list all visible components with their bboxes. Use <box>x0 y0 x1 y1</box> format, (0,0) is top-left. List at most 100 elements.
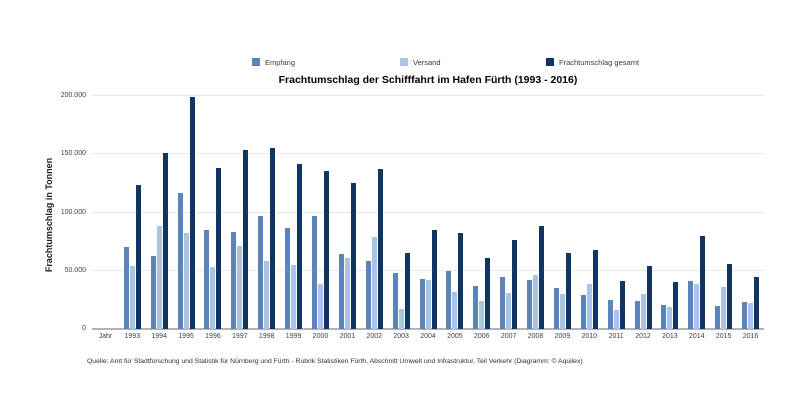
y-tick-label: 150.000 <box>60 150 86 158</box>
bar-frachtumschlag-gesamt-2007 <box>512 240 518 329</box>
bar-empfang-2006 <box>473 285 479 329</box>
x-tick-label-2011: 2011 <box>608 333 624 340</box>
bar-empfang-1997 <box>231 232 237 329</box>
x-axis-label-jahr: Jahr <box>98 333 113 340</box>
bar-empfang-2008 <box>527 280 533 329</box>
x-tick-label-1994: 1994 <box>151 333 167 340</box>
bar-empfang-2010 <box>580 295 586 329</box>
bar-frachtumschlag-gesamt-2014 <box>700 235 706 329</box>
bar-empfang-1993 <box>123 247 129 329</box>
bar-empfang-2015 <box>715 305 721 329</box>
chart-title: Frachtumschlag der Schifffahrt im Hafen … <box>278 74 578 86</box>
bar-frachtumschlag-gesamt-2001 <box>350 183 356 329</box>
bar-frachtumschlag-gesamt-1996 <box>216 168 222 329</box>
legend-item-gesamt: Frachtumschlag gesamt <box>546 56 639 68</box>
bar-frachtumschlag-gesamt-2015 <box>727 263 733 329</box>
bar-frachtumschlag-gesamt-2005 <box>458 233 464 329</box>
bar-versand-2016 <box>748 303 754 329</box>
bar-versand-2007 <box>506 292 512 329</box>
bar-frachtumschlag-gesamt-2009 <box>565 253 571 329</box>
legend-label-gesamt: Frachtumschlag gesamt <box>559 57 640 67</box>
bar-versand-2003 <box>398 309 404 329</box>
bar-versand-2002 <box>371 236 377 329</box>
bar-versand-2004 <box>425 280 431 329</box>
bar-empfang-1998 <box>258 216 264 329</box>
bar-versand-2015 <box>721 287 727 329</box>
bar-versand-2005 <box>452 291 458 329</box>
bar-versand-1996 <box>210 267 216 329</box>
x-tick-label-2006: 2006 <box>473 333 490 340</box>
bar-empfang-2009 <box>553 288 559 329</box>
bar-versand-1994 <box>156 226 162 329</box>
legend-item-versand: Versand <box>400 56 441 68</box>
legend-swatch-gesamt-icon <box>546 58 554 66</box>
x-tick-label-2013: 2013 <box>662 333 678 340</box>
y-tick-label: 0 <box>82 325 86 332</box>
legend-label-versand: Versand <box>413 57 441 67</box>
bar-versand-2011 <box>613 310 619 329</box>
bar-empfang-2016 <box>742 302 748 329</box>
y-tick-label: 100.000 <box>60 208 86 216</box>
bar-versand-1993 <box>129 266 135 329</box>
bar-versand-2006 <box>479 301 485 329</box>
x-tick-label-1997: 1997 <box>232 333 248 340</box>
bar-versand-2009 <box>559 294 565 329</box>
bar-versand-2001 <box>344 257 350 329</box>
x-tick-label-2002: 2002 <box>366 333 383 340</box>
bar-frachtumschlag-gesamt-2002 <box>377 169 383 329</box>
bar-versand-1998 <box>264 261 270 329</box>
bar-empfang-2011 <box>607 299 613 329</box>
bar-empfang-2003 <box>392 273 398 329</box>
legend-item-empfang: Empfang <box>252 56 295 68</box>
bar-frachtumschlag-gesamt-2006 <box>485 257 491 329</box>
x-tick-label-2005: 2005 <box>447 333 463 340</box>
bar-frachtumschlag-gesamt-1993 <box>135 184 141 329</box>
source-caption: Quelle: Amt für Stadtforschung und Stati… <box>87 358 583 365</box>
bar-versand-2013 <box>667 306 673 329</box>
bar-versand-1997 <box>237 246 243 329</box>
bar-frachtumschlag-gesamt-2003 <box>404 253 410 329</box>
bar-empfang-2007 <box>500 276 506 329</box>
bar-frachtumschlag-gesamt-1994 <box>162 153 168 329</box>
x-tick-label-1999: 1999 <box>285 333 302 340</box>
y-tick-label: 50.000 <box>64 266 86 274</box>
bar-frachtumschlag-gesamt-2010 <box>592 249 598 329</box>
x-tick-label-2015: 2015 <box>715 333 732 340</box>
x-tick-label-1998: 1998 <box>258 333 275 340</box>
gridline <box>92 153 764 155</box>
x-tick-label-2010: 2010 <box>581 333 598 340</box>
bar-empfang-1994 <box>150 255 156 329</box>
bar-versand-2014 <box>694 283 700 329</box>
legend-label-empfang: Empfang <box>265 57 296 67</box>
bar-empfang-2002 <box>365 261 371 329</box>
bar-frachtumschlag-gesamt-1995 <box>189 97 195 329</box>
bar-empfang-2012 <box>634 301 640 329</box>
bar-empfang-2004 <box>419 278 425 329</box>
x-tick-label-2000: 2000 <box>312 333 329 340</box>
x-tick-label-2009: 2009 <box>554 333 571 340</box>
bar-empfang-1999 <box>285 227 291 329</box>
bar-frachtumschlag-gesamt-2013 <box>673 282 679 329</box>
x-tick-label-2016: 2016 <box>742 333 759 340</box>
gridline <box>92 95 764 96</box>
bar-frachtumschlag-gesamt-1999 <box>297 163 303 329</box>
bar-empfang-2005 <box>446 270 452 329</box>
bar-versand-2000 <box>317 283 323 329</box>
gridline <box>92 211 764 213</box>
bar-empfang-2000 <box>311 216 317 329</box>
y-tick-label: 200.000 <box>60 92 86 99</box>
x-tick-label-2012: 2012 <box>635 333 651 340</box>
x-tick-label-2014: 2014 <box>689 333 705 340</box>
bar-versand-1999 <box>291 264 297 329</box>
bar-empfang-1995 <box>177 192 183 329</box>
bar-empfang-2013 <box>661 304 667 329</box>
x-tick-label-2003: 2003 <box>393 333 409 340</box>
bar-empfang-2001 <box>338 254 344 329</box>
bar-frachtumschlag-gesamt-1998 <box>270 148 276 329</box>
bar-frachtumschlag-gesamt-2008 <box>539 226 545 329</box>
legend-swatch-versand-icon <box>400 58 408 66</box>
bar-empfang-1996 <box>204 229 210 329</box>
bar-versand-2010 <box>586 283 592 329</box>
bar-frachtumschlag-gesamt-1997 <box>243 149 249 329</box>
